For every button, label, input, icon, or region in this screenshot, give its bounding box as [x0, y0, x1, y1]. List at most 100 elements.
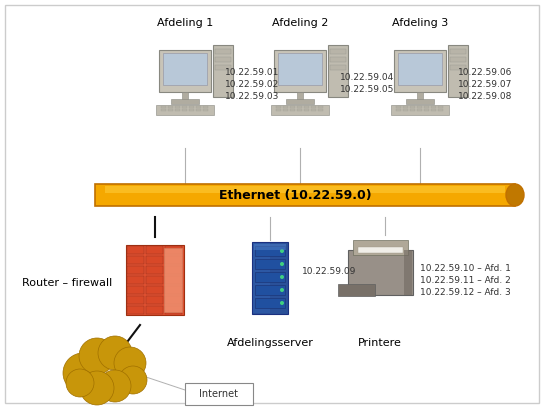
Bar	[203, 106, 208, 108]
Bar	[164, 248, 182, 312]
Circle shape	[114, 347, 146, 379]
Bar	[274, 50, 326, 92]
Bar	[417, 109, 422, 111]
Bar	[146, 256, 163, 264]
Bar	[165, 286, 182, 294]
Bar	[297, 109, 302, 111]
Bar	[403, 109, 408, 111]
Bar	[182, 92, 188, 100]
Bar	[127, 256, 144, 264]
Text: Afdeling 3: Afdeling 3	[392, 18, 448, 28]
Bar	[276, 106, 281, 108]
Circle shape	[280, 288, 284, 292]
Bar	[431, 109, 436, 111]
Text: Printere: Printere	[358, 338, 402, 348]
Bar	[182, 106, 187, 108]
Text: Internet: Internet	[200, 389, 238, 399]
Circle shape	[280, 249, 284, 253]
Bar	[410, 109, 415, 111]
Bar	[283, 106, 288, 108]
Bar	[196, 106, 201, 108]
Bar	[450, 65, 466, 70]
Bar	[424, 109, 429, 111]
Bar	[213, 45, 233, 97]
Bar	[396, 106, 401, 108]
Bar	[253, 243, 270, 313]
Bar	[171, 99, 199, 104]
Circle shape	[99, 370, 131, 402]
Bar	[146, 306, 163, 314]
Bar	[311, 106, 316, 108]
Bar	[146, 266, 163, 274]
Bar	[448, 45, 468, 97]
Bar	[410, 106, 415, 108]
Bar	[438, 109, 443, 111]
Bar	[290, 109, 295, 111]
Bar	[278, 53, 322, 85]
Bar	[330, 57, 346, 62]
Bar	[304, 106, 309, 108]
Bar	[394, 50, 446, 92]
Bar	[165, 306, 182, 314]
Text: Afdelingsserver: Afdelingsserver	[226, 338, 313, 348]
Bar	[255, 298, 285, 308]
Bar	[304, 109, 309, 111]
Bar	[175, 106, 180, 108]
Bar	[255, 272, 285, 282]
Text: Afdeling 2: Afdeling 2	[272, 18, 328, 28]
Bar	[165, 256, 182, 264]
Circle shape	[280, 301, 284, 305]
Bar	[450, 57, 466, 62]
Bar	[196, 109, 201, 111]
Bar	[189, 109, 194, 111]
Bar	[311, 109, 316, 111]
Circle shape	[280, 275, 284, 279]
Bar	[396, 109, 401, 111]
Bar	[318, 106, 323, 108]
Bar	[404, 250, 412, 295]
Bar	[215, 65, 231, 70]
Bar	[297, 106, 302, 108]
Text: Afdeling 1: Afdeling 1	[157, 18, 213, 28]
Bar	[255, 246, 285, 256]
Bar	[318, 109, 323, 111]
Bar	[165, 296, 182, 304]
Bar	[417, 92, 423, 100]
Bar	[127, 306, 144, 314]
Text: 10.22.59.06
10.22.59.07
10.22.59.08: 10.22.59.06 10.22.59.07 10.22.59.08	[458, 68, 512, 101]
Bar	[126, 245, 184, 315]
Bar	[353, 240, 408, 255]
Bar	[127, 296, 144, 304]
Bar	[424, 106, 429, 108]
Bar	[146, 276, 163, 284]
Bar	[330, 65, 346, 70]
Bar	[182, 109, 187, 111]
Bar	[286, 99, 314, 104]
Bar	[105, 186, 505, 193]
Circle shape	[119, 366, 147, 394]
Bar	[297, 92, 303, 100]
Bar	[127, 276, 144, 284]
Bar	[146, 296, 163, 304]
Text: 10.22.59.04
10.22.59.05: 10.22.59.04 10.22.59.05	[340, 73, 394, 94]
FancyBboxPatch shape	[95, 184, 515, 206]
Bar	[358, 247, 403, 253]
Bar	[254, 244, 286, 250]
Bar	[127, 246, 144, 254]
Bar	[406, 99, 434, 104]
Bar	[398, 53, 442, 85]
Bar	[127, 286, 144, 294]
Bar	[146, 246, 163, 254]
Text: 10.22.59.01
10.22.59.02
10.22.59.03: 10.22.59.01 10.22.59.02 10.22.59.03	[225, 68, 280, 101]
Text: Ethernet (10.22.59.0): Ethernet (10.22.59.0)	[219, 189, 372, 202]
Circle shape	[280, 262, 284, 266]
Bar	[203, 109, 208, 111]
Text: 10.22.59.10 – Afd. 1
10.22.59.11 – Afd. 2
10.22.59.12 – Afd. 3: 10.22.59.10 – Afd. 1 10.22.59.11 – Afd. …	[420, 264, 511, 297]
Bar	[168, 106, 173, 108]
Bar	[189, 106, 194, 108]
Bar	[165, 276, 182, 284]
Bar	[252, 242, 288, 314]
Bar	[163, 53, 207, 85]
Bar	[215, 57, 231, 62]
Bar	[255, 259, 285, 269]
